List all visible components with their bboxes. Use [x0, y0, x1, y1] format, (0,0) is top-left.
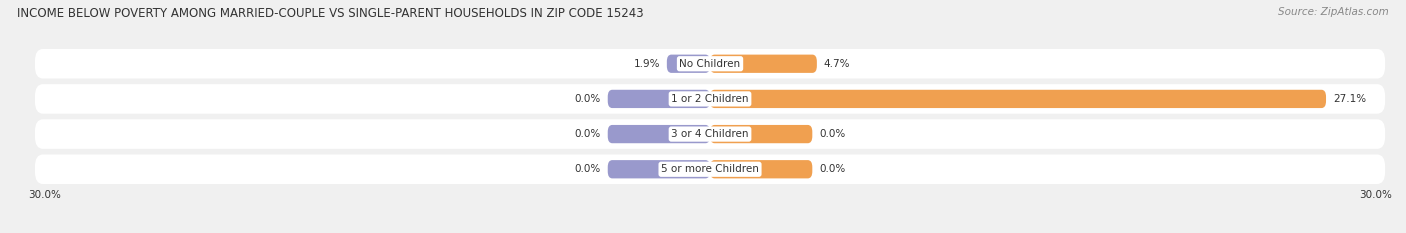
Text: 3 or 4 Children: 3 or 4 Children	[671, 129, 749, 139]
Text: 0.0%: 0.0%	[820, 164, 845, 174]
Text: 30.0%: 30.0%	[1360, 190, 1392, 200]
Text: 30.0%: 30.0%	[28, 190, 60, 200]
FancyBboxPatch shape	[710, 90, 1326, 108]
FancyBboxPatch shape	[607, 125, 710, 143]
FancyBboxPatch shape	[35, 49, 1385, 79]
Text: 5 or more Children: 5 or more Children	[661, 164, 759, 174]
Text: 1.9%: 1.9%	[634, 59, 659, 69]
Text: 0.0%: 0.0%	[575, 164, 600, 174]
Text: INCOME BELOW POVERTY AMONG MARRIED-COUPLE VS SINGLE-PARENT HOUSEHOLDS IN ZIP COD: INCOME BELOW POVERTY AMONG MARRIED-COUPL…	[17, 7, 644, 20]
Text: 1 or 2 Children: 1 or 2 Children	[671, 94, 749, 104]
FancyBboxPatch shape	[710, 160, 813, 178]
FancyBboxPatch shape	[666, 55, 710, 73]
FancyBboxPatch shape	[607, 90, 710, 108]
Text: No Children: No Children	[679, 59, 741, 69]
FancyBboxPatch shape	[35, 154, 1385, 184]
FancyBboxPatch shape	[35, 84, 1385, 114]
Text: 0.0%: 0.0%	[820, 129, 845, 139]
FancyBboxPatch shape	[35, 119, 1385, 149]
FancyBboxPatch shape	[710, 55, 817, 73]
Text: 0.0%: 0.0%	[575, 129, 600, 139]
Text: 0.0%: 0.0%	[575, 94, 600, 104]
Text: 27.1%: 27.1%	[1333, 94, 1367, 104]
Text: 4.7%: 4.7%	[824, 59, 851, 69]
Text: Source: ZipAtlas.com: Source: ZipAtlas.com	[1278, 7, 1389, 17]
FancyBboxPatch shape	[710, 125, 813, 143]
FancyBboxPatch shape	[607, 160, 710, 178]
